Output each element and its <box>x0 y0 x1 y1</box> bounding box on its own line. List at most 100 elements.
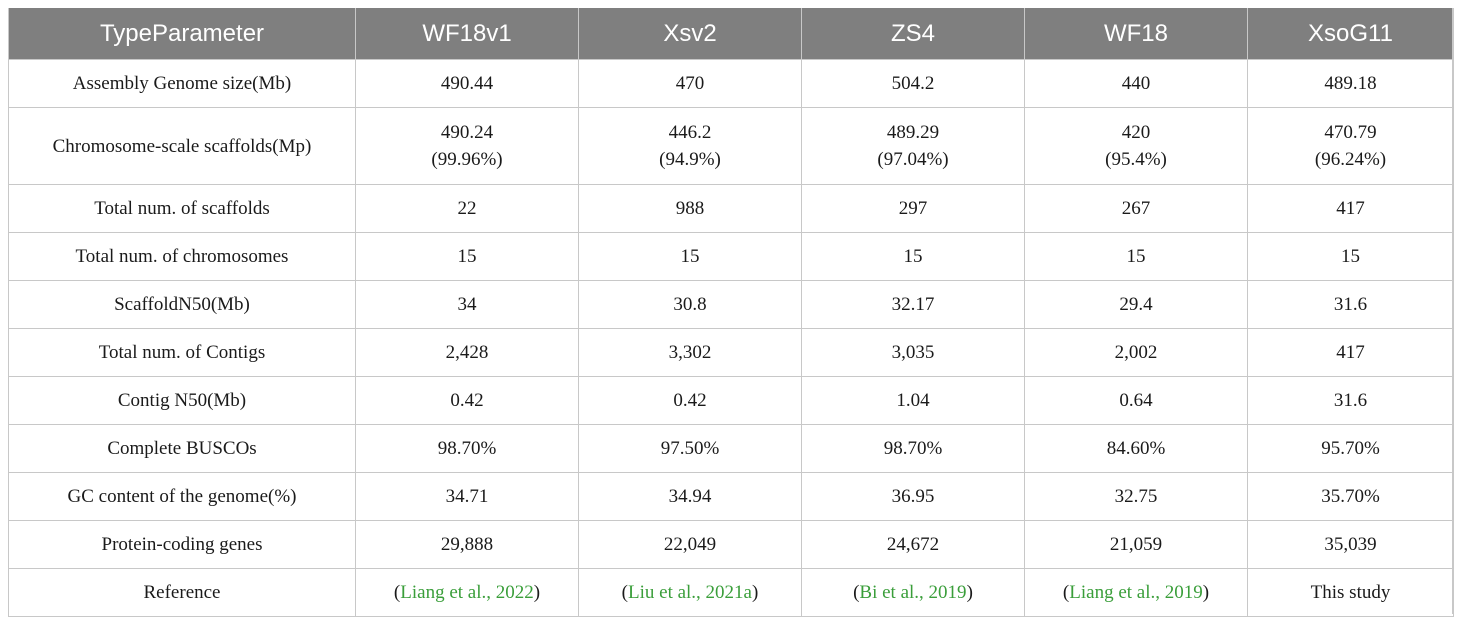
reference-link[interactable]: Bi et al., 2019 <box>859 582 967 603</box>
cell-value: 446.2 <box>668 122 712 143</box>
table-cell: 417 <box>1247 328 1454 377</box>
row-label: Protein-coding genes <box>8 520 356 569</box>
table-cell: 34 <box>355 280 579 329</box>
table-cell: 84.60% <box>1024 424 1248 473</box>
table-cell: 489.29 (97.04%) <box>801 107 1025 185</box>
table-cell: 446.2 (94.9%) <box>578 107 802 185</box>
table-cell: 988 <box>578 184 802 233</box>
table-cell: 98.70% <box>355 424 579 473</box>
table-row: Protein-coding genes 29,888 22,049 24,67… <box>8 520 1454 569</box>
table-cell: 440 <box>1024 59 1248 108</box>
table-cell: 34.71 <box>355 472 579 521</box>
reference-cell: (Liu et al., 2021a) <box>578 568 802 617</box>
row-label: GC content of the genome(%) <box>8 472 356 521</box>
cell-percent: (96.24%) <box>1314 149 1387 170</box>
reference-cell: (Liang et al., 2022) <box>355 568 579 617</box>
table-cell: 21,059 <box>1024 520 1248 569</box>
table-cell: 32.75 <box>1024 472 1248 521</box>
header-wf18v1: WF18v1 <box>355 8 579 60</box>
row-label: Total num. of chromosomes <box>8 232 356 281</box>
table-cell: 32.17 <box>801 280 1025 329</box>
cell-percent: (94.9%) <box>659 149 721 170</box>
header-wf18: WF18 <box>1024 8 1248 60</box>
table-right-edge <box>1452 8 1453 614</box>
table-cell: 297 <box>801 184 1025 233</box>
table-cell: 489.18 <box>1247 59 1454 108</box>
table-cell: 417 <box>1247 184 1454 233</box>
row-label: Assembly Genome size(Mb) <box>8 59 356 108</box>
table-cell: 15 <box>578 232 802 281</box>
table-cell: 98.70% <box>801 424 1025 473</box>
table-row: Complete BUSCOs 98.70% 97.50% 98.70% 84.… <box>8 424 1454 473</box>
table-cell: 2,428 <box>355 328 579 377</box>
cell-value: 420 <box>1121 122 1151 143</box>
table-cell: 0.42 <box>578 376 802 425</box>
table-row: Total num. of scaffolds 22 988 297 267 4… <box>8 184 1454 233</box>
table-cell: 15 <box>1024 232 1248 281</box>
table-row: Contig N50(Mb) 0.42 0.42 1.04 0.64 31.6 <box>8 376 1454 425</box>
table-cell: 30.8 <box>578 280 802 329</box>
row-label: Complete BUSCOs <box>8 424 356 473</box>
row-label: Total num. of scaffolds <box>8 184 356 233</box>
cell-value: 490.24 <box>440 122 494 143</box>
table-cell: 504.2 <box>801 59 1025 108</box>
table-row: Total num. of chromosomes 15 15 15 15 15 <box>8 232 1454 281</box>
row-label: Total num. of Contigs <box>8 328 356 377</box>
close-paren: ) <box>533 582 541 603</box>
header-type-parameter: TypeParameter <box>8 8 356 60</box>
table-cell: 34.94 <box>578 472 802 521</box>
table-cell: 35,039 <box>1247 520 1454 569</box>
table-cell: 267 <box>1024 184 1248 233</box>
genome-comparison-table: TypeParameter WF18v1 Xsv2 ZS4 WF18 XsoG1… <box>8 8 1454 617</box>
table-cell: 2,002 <box>1024 328 1248 377</box>
table-cell: 35.70% <box>1247 472 1454 521</box>
header-xsv2: Xsv2 <box>578 8 802 60</box>
table-cell: 24,672 <box>801 520 1025 569</box>
table-cell: 15 <box>355 232 579 281</box>
table-cell: 36.95 <box>801 472 1025 521</box>
cell-value: 470.79 <box>1324 122 1377 143</box>
reference-link[interactable]: Liang et al., 2022 <box>400 582 534 603</box>
table-row: Assembly Genome size(Mb) 490.44 470 504.… <box>8 59 1454 108</box>
table-cell: 22,049 <box>578 520 802 569</box>
table-cell: 0.42 <box>355 376 579 425</box>
table-cell: 1.04 <box>801 376 1025 425</box>
open-paren: ( <box>853 582 860 603</box>
table-cell: 15 <box>801 232 1025 281</box>
table-cell: 470 <box>578 59 802 108</box>
cell-value: 489.29 <box>886 122 940 143</box>
table-cell: 15 <box>1247 232 1454 281</box>
reference-this-study: This study <box>1247 568 1454 617</box>
table-row: Chromosome-scale scaffolds(Mp) 490.24 (9… <box>8 107 1454 185</box>
table-cell: 490.24 (99.96%) <box>355 107 579 185</box>
table-cell: 97.50% <box>578 424 802 473</box>
close-paren: ) <box>1202 582 1210 603</box>
open-paren: ( <box>621 582 628 603</box>
table-cell: 470.79 (96.24%) <box>1247 107 1454 185</box>
table-cell: 29.4 <box>1024 280 1248 329</box>
cell-percent: (97.04%) <box>877 149 949 170</box>
header-xsog11: XsoG11 <box>1247 8 1454 60</box>
table-cell: 95.70% <box>1247 424 1454 473</box>
header-zs4: ZS4 <box>801 8 1025 60</box>
table-cell: 22 <box>355 184 579 233</box>
reference-link[interactable]: Liang et al., 2019 <box>1069 582 1203 603</box>
cell-percent: (99.96%) <box>431 149 503 170</box>
close-paren: ) <box>752 582 759 603</box>
table-cell: 31.6 <box>1247 376 1454 425</box>
table-row: Total num. of Contigs 2,428 3,302 3,035 … <box>8 328 1454 377</box>
table-cell: 3,035 <box>801 328 1025 377</box>
reference-cell: (Liang et al., 2019) <box>1024 568 1248 617</box>
cell-percent: (95.4%) <box>1105 149 1167 170</box>
table-cell: 0.64 <box>1024 376 1248 425</box>
row-label: Chromosome-scale scaffolds(Mp) <box>8 107 356 185</box>
reference-link[interactable]: Liu et al., 2021a <box>628 582 752 603</box>
table-cell: 31.6 <box>1247 280 1454 329</box>
open-paren: ( <box>1062 582 1070 603</box>
reference-cell: (Bi et al., 2019) <box>801 568 1025 617</box>
row-label: Reference <box>8 568 356 617</box>
row-label: ScaffoldN50(Mb) <box>8 280 356 329</box>
table-cell: 29,888 <box>355 520 579 569</box>
table-row: ScaffoldN50(Mb) 34 30.8 32.17 29.4 31.6 <box>8 280 1454 329</box>
row-label: Contig N50(Mb) <box>8 376 356 425</box>
